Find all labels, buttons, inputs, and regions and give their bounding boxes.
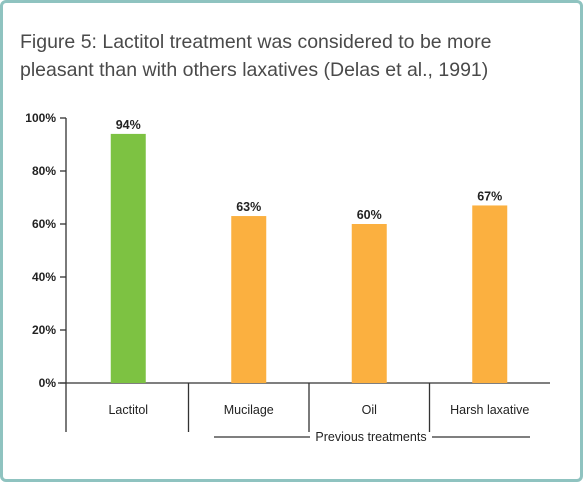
y-tick-label: 60% xyxy=(32,217,56,231)
group-label: Previous treatments xyxy=(315,430,426,444)
category-label: Harsh laxative xyxy=(450,403,529,417)
category-label: Lactitol xyxy=(108,403,148,417)
y-tick-label: 40% xyxy=(32,270,56,284)
figure-title: Figure 5: Lactitol treatment was conside… xyxy=(20,31,492,81)
category-label: Mucilage xyxy=(224,403,274,417)
y-tick-label: 0% xyxy=(39,376,57,390)
data-label: 60% xyxy=(357,208,382,222)
y-tick-label: 20% xyxy=(32,323,56,337)
bar-mucilage xyxy=(231,216,267,383)
bar-oil xyxy=(351,224,387,383)
data-label: 63% xyxy=(236,200,261,214)
y-tick-label: 100% xyxy=(25,111,56,125)
data-label: 94% xyxy=(116,118,141,132)
bar-harsh-laxative xyxy=(472,205,508,383)
category-label: Oil xyxy=(362,403,377,417)
y-tick-label: 80% xyxy=(32,164,56,178)
data-label: 67% xyxy=(477,189,502,203)
bar-lactitol xyxy=(110,133,146,383)
